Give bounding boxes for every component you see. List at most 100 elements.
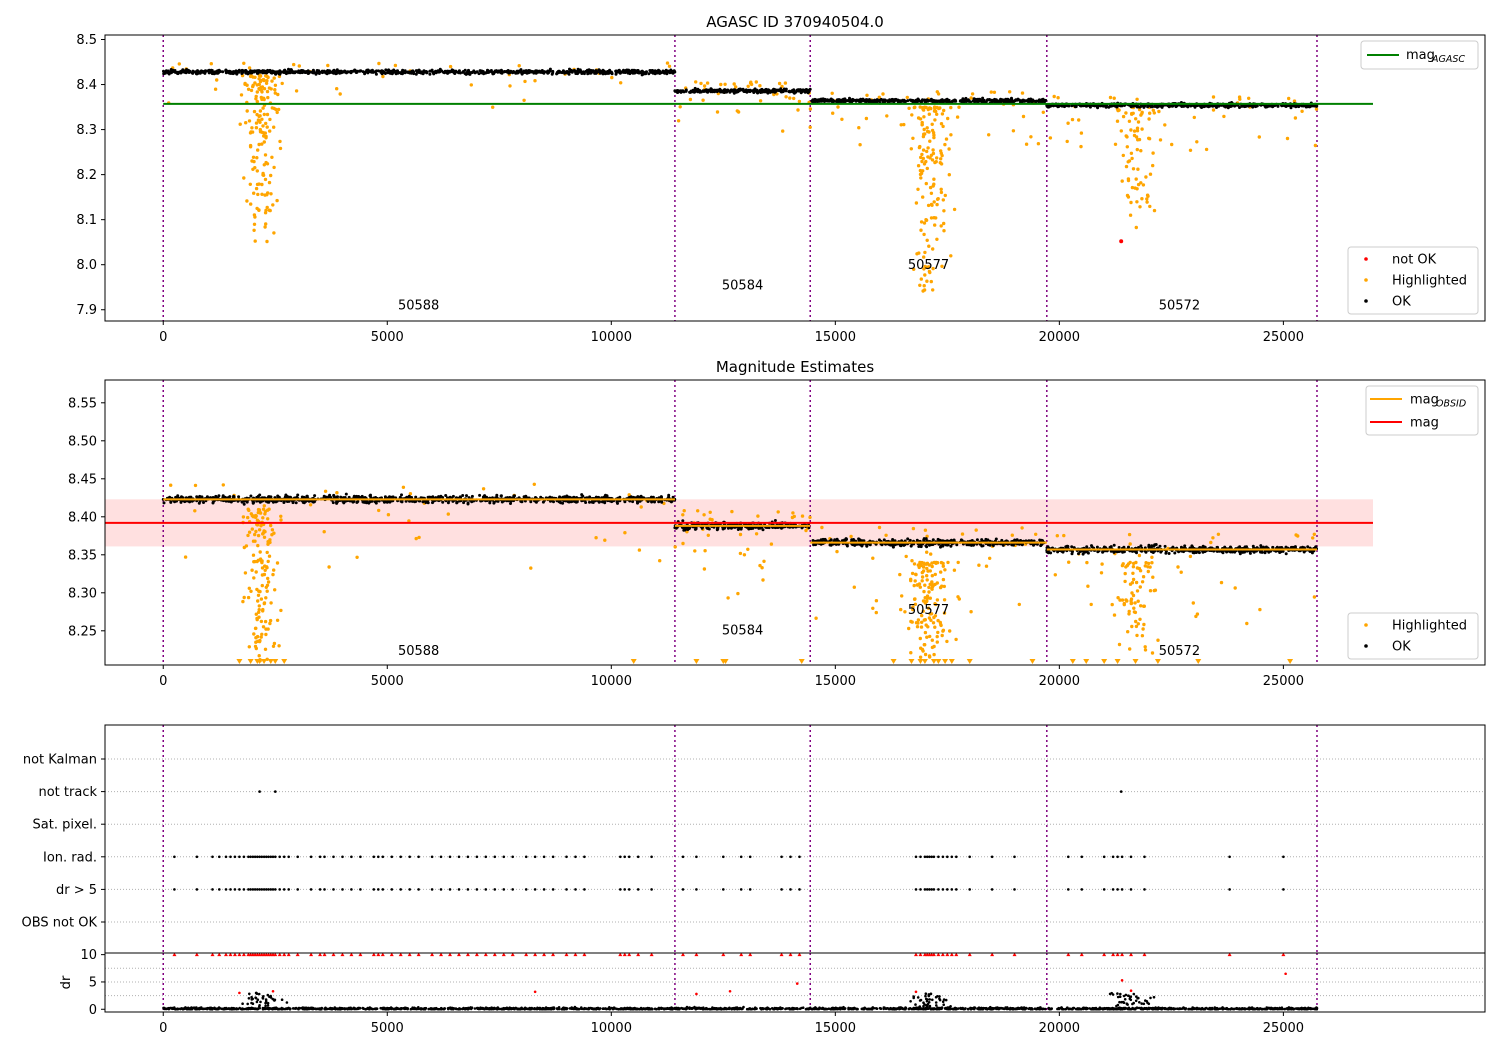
highlighted-point (262, 140, 266, 144)
legend-label: Highlighted (1392, 274, 1467, 289)
highlighted-point (927, 590, 931, 594)
highlighted-point (730, 509, 734, 514)
ok-point (607, 71, 611, 75)
ok-point (446, 501, 450, 505)
highlighted-point (681, 513, 685, 517)
ok-point (882, 99, 886, 103)
highlighted-point (1131, 565, 1136, 569)
ok-point (1043, 99, 1047, 102)
highlighted-point (258, 87, 262, 92)
highlighted-point (446, 512, 450, 516)
ok-point (594, 71, 598, 75)
ok-point (733, 88, 737, 92)
highlighted-point (1129, 599, 1133, 603)
ok-point (1264, 105, 1268, 109)
highlighted-point (696, 509, 700, 513)
highlighted-point (918, 585, 922, 589)
highlighted-point (253, 532, 257, 537)
highlighted-point (277, 107, 281, 112)
highlighted-point (1128, 542, 1132, 546)
highlighted-point (271, 572, 275, 577)
highlighted-point (1144, 175, 1148, 179)
ok-point (228, 71, 232, 75)
highlighted-point (1048, 136, 1053, 140)
highlighted-point (904, 554, 908, 559)
highlighted-point (273, 91, 277, 95)
highlighted-point (258, 73, 262, 78)
highlighted-point (877, 95, 881, 100)
ok-point (945, 98, 949, 102)
ok-point (173, 70, 177, 74)
highlighted-point (936, 618, 940, 623)
ok-point (492, 501, 496, 505)
ok-point (167, 72, 171, 76)
highlighted-point (736, 591, 740, 596)
ok-point (170, 70, 174, 74)
highlighted-point (756, 514, 760, 518)
ok-point (173, 500, 177, 504)
ok-point (331, 501, 335, 505)
highlighted-point (1135, 126, 1140, 130)
highlighted-point (926, 146, 930, 150)
highlighted-point (797, 99, 802, 104)
highlighted-point (919, 625, 924, 629)
highlighted-point (264, 565, 269, 569)
highlighted-point (1127, 532, 1132, 537)
highlighted-point (919, 176, 923, 180)
ok-point (557, 70, 561, 74)
ok-point (533, 70, 537, 74)
highlighted-point (1126, 178, 1131, 183)
highlighted-point (947, 173, 951, 177)
ok-point (244, 71, 248, 75)
ok-point (478, 69, 482, 73)
highlighted-point (265, 205, 269, 210)
highlighted-point (262, 504, 266, 508)
highlighted-point (899, 607, 903, 612)
highlighted-point (247, 530, 252, 534)
ok-point (516, 70, 520, 74)
highlighted-point (1134, 225, 1139, 230)
ok-point (960, 99, 964, 103)
highlighted-point (706, 533, 710, 537)
highlighted-point (939, 151, 943, 155)
ok-point (368, 494, 372, 498)
highlighted-point (943, 568, 947, 572)
legend-marker (1364, 299, 1368, 303)
ok-point (906, 537, 910, 541)
ok-point (723, 88, 727, 92)
highlighted-point (898, 572, 902, 577)
highlighted-point (260, 573, 265, 577)
ok-point (938, 99, 942, 103)
highlighted-point (1209, 540, 1213, 545)
ok-point (216, 71, 219, 74)
highlighted-point (1287, 96, 1291, 101)
highlighted-point (1150, 651, 1155, 655)
highlighted-point (931, 584, 935, 588)
highlighted-point (923, 528, 928, 532)
highlighted-point (1258, 607, 1262, 612)
highlighted-point (1147, 117, 1151, 121)
highlighted-point (264, 632, 268, 637)
ok-point (457, 69, 461, 73)
ok-point (707, 527, 710, 530)
highlighted-point (1211, 108, 1216, 112)
ok-point (963, 98, 967, 102)
ok-point (850, 538, 854, 542)
ok-point (976, 97, 980, 101)
highlighted-point (928, 156, 932, 160)
highlighted-point (1066, 121, 1070, 125)
highlighted-point (1148, 204, 1152, 209)
highlighted-point (1143, 648, 1148, 652)
highlighted-point (1124, 565, 1128, 569)
ok-point (169, 68, 173, 71)
ok-point (988, 98, 991, 101)
ok-point (489, 69, 493, 72)
ok-point (729, 89, 732, 93)
highlighted-point (263, 568, 267, 572)
highlighted-point (1053, 573, 1058, 577)
highlighted-point (781, 129, 785, 133)
highlighted-point (250, 126, 254, 130)
ok-point (506, 69, 510, 72)
highlighted-point (952, 568, 957, 572)
ok-point (1027, 100, 1031, 103)
